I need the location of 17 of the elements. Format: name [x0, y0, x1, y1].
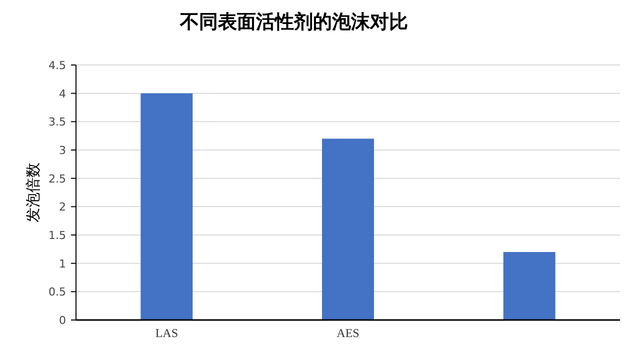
- x-tick-label: LAS: [155, 326, 178, 340]
- x-tick-label: AES: [336, 326, 360, 340]
- y-tick-label: 1: [59, 257, 66, 270]
- y-axis-title: 发泡倍数: [24, 162, 42, 222]
- y-tick-label: 2: [59, 200, 66, 214]
- y-tick-label: 0.5: [48, 286, 66, 299]
- y-tick-label: 1.5: [48, 229, 66, 242]
- y-tick-label: 2.5: [48, 172, 66, 186]
- bar: [322, 138, 374, 320]
- bar: [503, 252, 556, 320]
- bar: [140, 93, 193, 320]
- chart-title: 不同表面活性剂的泡沫对比: [179, 11, 408, 33]
- y-tick-label: 3.5: [48, 116, 66, 129]
- y-tick-label: 4: [59, 87, 66, 100]
- y-tick-label: 4.5: [48, 59, 66, 72]
- y-tick-label: 3: [59, 144, 66, 157]
- y-tick-label: 0: [59, 314, 66, 327]
